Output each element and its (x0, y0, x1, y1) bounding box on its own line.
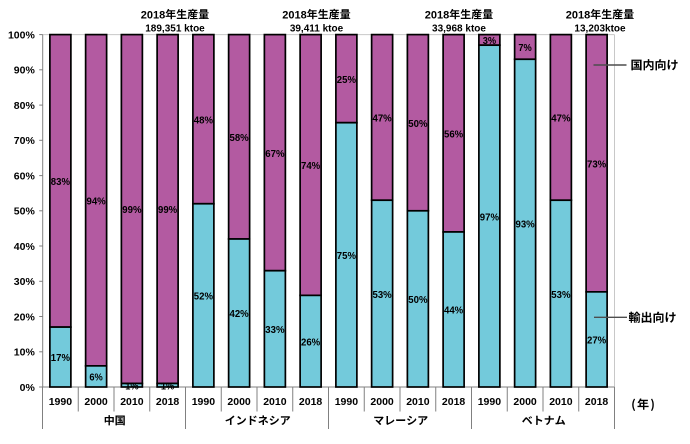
svg-text:2018: 2018 (425, 9, 449, 21)
svg-text:60%: 60% (14, 171, 36, 183)
svg-text:67%: 67% (265, 148, 285, 160)
svg-text:0%: 0% (20, 382, 36, 394)
svg-text:2000: 2000 (84, 396, 108, 408)
svg-text:47%: 47% (551, 113, 571, 125)
svg-text:25%: 25% (337, 74, 357, 86)
svg-text:1990: 1990 (192, 396, 216, 408)
svg-text:33%: 33% (265, 324, 285, 336)
svg-text:2000: 2000 (370, 396, 394, 408)
svg-text:53%: 53% (373, 289, 393, 301)
svg-text:97%: 97% (480, 211, 500, 223)
svg-text:90%: 90% (14, 65, 36, 77)
svg-text:75%: 75% (337, 250, 357, 262)
svg-text:2018: 2018 (566, 9, 590, 21)
svg-text:2010: 2010 (263, 396, 287, 408)
svg-text:2010: 2010 (120, 396, 144, 408)
svg-text:2018: 2018 (282, 9, 306, 21)
svg-text:27%: 27% (587, 335, 607, 347)
svg-text:33,968 ktoe: 33,968 ktoe (432, 24, 486, 35)
svg-text:93%: 93% (516, 218, 536, 230)
svg-text:2010: 2010 (549, 396, 573, 408)
svg-text:47%: 47% (373, 113, 393, 125)
svg-text:26%: 26% (301, 336, 321, 348)
svg-text:48%: 48% (194, 114, 214, 126)
svg-text:52%: 52% (194, 291, 214, 303)
svg-text:40%: 40% (14, 241, 36, 253)
svg-text:2018: 2018 (156, 396, 180, 408)
svg-text:50%: 50% (14, 206, 36, 218)
svg-text:17%: 17% (51, 352, 71, 364)
svg-text:2018: 2018 (299, 396, 323, 408)
svg-text:50%: 50% (408, 294, 428, 306)
svg-text:1%: 1% (125, 380, 139, 392)
svg-text:2018: 2018 (442, 396, 466, 408)
svg-text:73%: 73% (587, 158, 607, 170)
svg-text:6%: 6% (89, 372, 103, 384)
svg-text:7%: 7% (518, 42, 532, 54)
svg-text:56%: 56% (444, 129, 464, 141)
svg-text:83%: 83% (51, 176, 71, 188)
svg-text:189,351 ktoe: 189,351 ktoe (145, 24, 205, 35)
svg-text:58%: 58% (230, 132, 250, 144)
svg-text:80%: 80% (14, 100, 36, 112)
svg-text:99%: 99% (122, 204, 142, 216)
svg-text:2000: 2000 (227, 396, 251, 408)
svg-text:1990: 1990 (478, 396, 502, 408)
svg-text:1990: 1990 (335, 396, 359, 408)
svg-text:3%: 3% (483, 35, 497, 47)
svg-text:2018: 2018 (141, 9, 165, 21)
svg-text:42%: 42% (230, 308, 250, 320)
svg-text:2000: 2000 (513, 396, 537, 408)
svg-text:70%: 70% (14, 135, 36, 147)
svg-text:13,203ktoe: 13,203ktoe (574, 24, 626, 35)
svg-text:53%: 53% (551, 289, 571, 301)
svg-text:74%: 74% (301, 160, 321, 172)
svg-text:2018: 2018 (585, 396, 609, 408)
svg-text:94%: 94% (87, 195, 107, 207)
svg-text:99%: 99% (158, 204, 178, 216)
svg-text:2010: 2010 (406, 396, 430, 408)
svg-text:10%: 10% (14, 347, 36, 359)
svg-text:50%: 50% (408, 118, 428, 130)
svg-text:39,411 ktoe: 39,411 ktoe (290, 24, 344, 35)
svg-text:1%: 1% (161, 380, 175, 392)
svg-text:30%: 30% (14, 276, 36, 288)
svg-text:44%: 44% (444, 305, 464, 317)
svg-text:100%: 100% (8, 30, 36, 42)
svg-text:20%: 20% (14, 311, 36, 323)
svg-text:1990: 1990 (49, 396, 73, 408)
